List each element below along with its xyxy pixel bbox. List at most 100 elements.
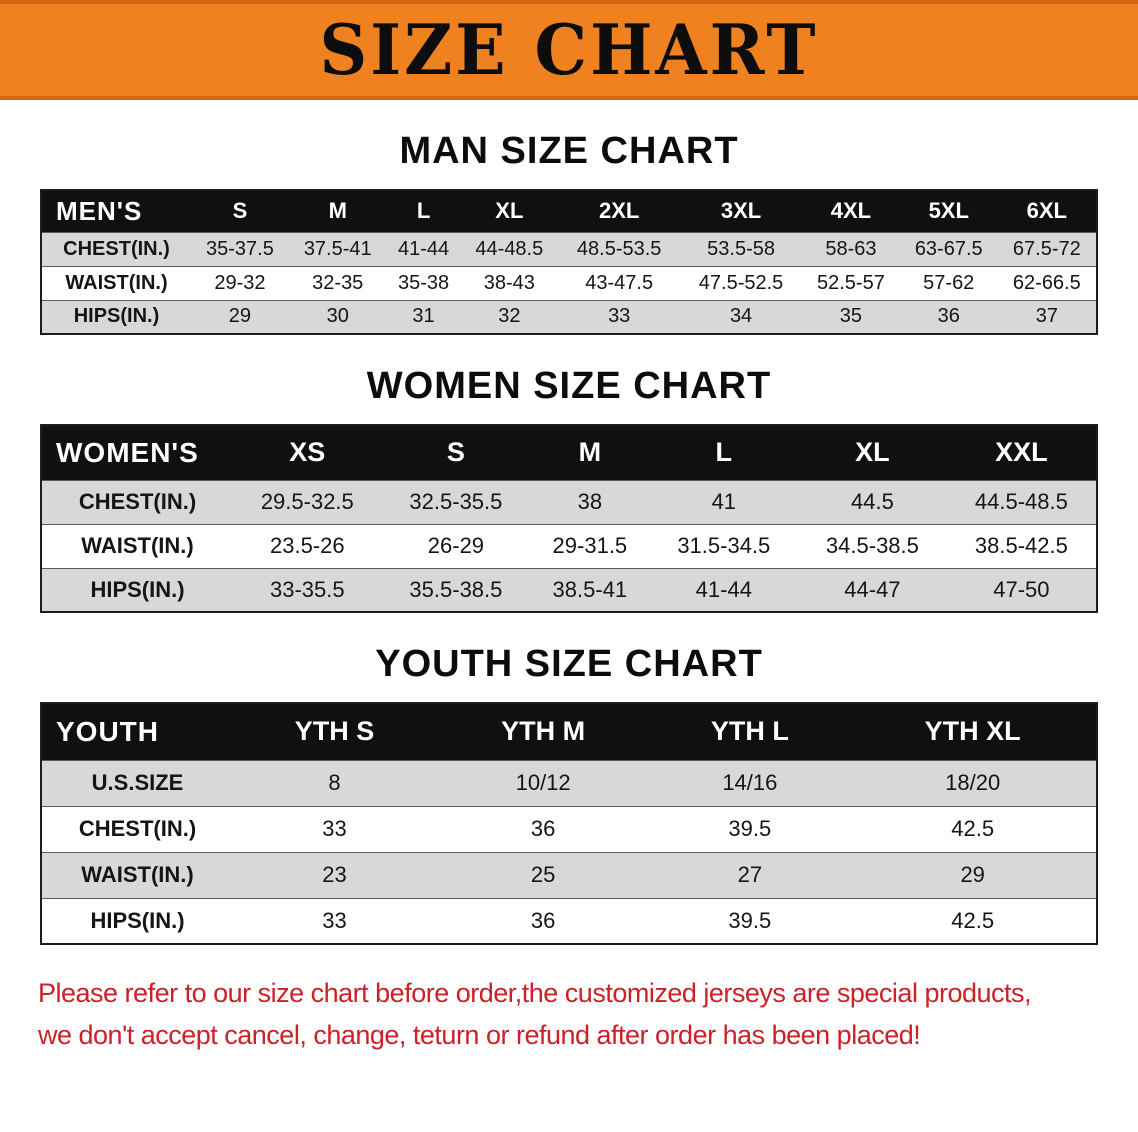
- size-value: 44-48.5: [475, 237, 544, 260]
- size-value: 32: [498, 305, 521, 328]
- size-value: 23: [322, 862, 347, 887]
- size-value: 53.5-58: [707, 237, 775, 260]
- size-value: 41: [711, 489, 737, 514]
- women-size-section: WOMEN SIZE CHART WOMEN'S XS S M L XL XXL CHEST(…: [0, 365, 1138, 613]
- size-value: 43-47.5: [585, 271, 654, 294]
- size-column-header: XXL: [946, 425, 1097, 480]
- size-value: 33: [322, 907, 347, 933]
- size-value: 33-35.5: [269, 576, 345, 602]
- size-value: 62-66.5: [1012, 271, 1081, 294]
- table-corner-label: MEN'S: [41, 190, 191, 232]
- size-value: 38: [577, 489, 603, 514]
- table-row: WAIST(IN.) 29-32 32-35 35-38 38-43 43-47.5 47.…: [41, 266, 1097, 300]
- size-value: 31.5-34.5: [677, 533, 771, 558]
- size-value: 47.5-52.5: [698, 271, 784, 294]
- row-label: HIPS(IN.): [90, 576, 185, 602]
- size-column-header: L: [386, 190, 461, 232]
- table-corner-label: YOUTH: [41, 703, 233, 760]
- size-value: 35.5-38.5: [409, 576, 503, 602]
- size-value: 31: [412, 305, 435, 328]
- row-label: HIPS(IN.): [73, 305, 160, 328]
- row-label: WAIST(IN.): [65, 271, 168, 294]
- size-column-header: S: [191, 190, 289, 232]
- table-row: WAIST(IN.) 23.5-26 26-29 29-31.5 31.5-34.5 34…: [41, 524, 1097, 568]
- size-value: 35-37.5: [205, 237, 274, 260]
- size-value: 58-63: [825, 237, 877, 260]
- size-value: 34: [729, 305, 753, 328]
- size-column-header: 3XL: [680, 190, 802, 232]
- table-row: HIPS(IN.) 33-35.5 35.5-38.5 38.5-41 41-44 44-…: [41, 568, 1097, 612]
- size-value: 29-31.5: [552, 533, 628, 558]
- size-value: 52.5-57: [816, 271, 885, 294]
- size-value: 26-29: [427, 533, 485, 558]
- table-row: CHEST(IN.) 33 36 39.5 42.5: [41, 806, 1097, 852]
- youth-size-section: YOUTH SIZE CHART YOUTH YTH S YTH M YTH L YTH…: [0, 643, 1138, 945]
- disclaimer-line-1: Please refer to our size chart before or…: [38, 978, 1032, 1008]
- women-section-heading: WOMEN SIZE CHART: [366, 365, 772, 407]
- table-row: HIPS(IN.) 29 30 31 32 33 34 35 36 37: [41, 300, 1097, 334]
- row-label: HIPS(IN.): [90, 907, 185, 933]
- size-value: 27: [737, 862, 763, 887]
- size-value: 18/20: [945, 770, 1001, 795]
- size-value: 47-50: [993, 576, 1050, 602]
- size-column-header: 2XL: [558, 190, 681, 232]
- size-value: 37.5-41: [303, 237, 372, 260]
- size-column-header: YTH S: [233, 703, 436, 760]
- size-value: 32-35: [312, 271, 364, 294]
- size-value: 36: [937, 305, 960, 328]
- size-value: 36: [530, 816, 556, 841]
- table-corner-label: WOMEN'S: [41, 425, 233, 480]
- size-column-header: XL: [798, 425, 947, 480]
- size-value: 41-44: [397, 237, 450, 260]
- size-value: 14/16: [722, 770, 778, 795]
- size-column-header: M: [530, 425, 650, 480]
- size-chart-page: MAN SIZE CHART MEN'S S M L XL 2XL 3XL 4XL 5XL 6XL…: [0, 130, 1138, 1057]
- size-value: 44-47: [844, 576, 901, 602]
- size-value: 32.5-35.5: [409, 489, 503, 514]
- size-value: 44.5-48.5: [974, 489, 1068, 514]
- size-column-header: L: [649, 425, 799, 480]
- table-header-row: MEN'S S M L XL 2XL 3XL 4XL 5XL 6XL: [41, 190, 1097, 232]
- size-column-header: YTH M: [435, 703, 651, 760]
- size-value: 42.5: [951, 907, 995, 933]
- size-value: 41-44: [695, 576, 752, 602]
- youth-section-heading: YOUTH SIZE CHART: [375, 643, 763, 685]
- size-column-header: 4XL: [802, 190, 900, 232]
- size-value: 8: [328, 770, 341, 795]
- size-value: 29: [960, 862, 985, 887]
- size-value: 38.5-42.5: [974, 533, 1068, 558]
- size-value: 29: [228, 305, 252, 328]
- table-header-row: WOMEN'S XS S M L XL XXL: [41, 425, 1097, 480]
- size-value: 25: [530, 862, 556, 887]
- row-label: CHEST(IN.): [63, 237, 170, 260]
- row-label: CHEST(IN.): [78, 816, 197, 841]
- size-value: 38.5-41: [552, 576, 628, 602]
- size-value: 10/12: [515, 770, 571, 795]
- size-column-header: M: [288, 190, 387, 232]
- size-value: 67.5-72: [1012, 237, 1081, 260]
- size-column-header: 5XL: [899, 190, 998, 232]
- table-row: CHEST(IN.) 35-37.5 37.5-41 41-44 44-48.5 48.5…: [41, 232, 1097, 266]
- disclaimer-line-2: we don't accept cancel, change, teturn o…: [38, 1019, 921, 1050]
- size-value: 37: [1035, 305, 1058, 328]
- man-section-heading: MAN SIZE CHART: [399, 130, 739, 172]
- size-value: 29.5-32.5: [260, 489, 354, 514]
- size-column-header: XL: [460, 190, 559, 232]
- size-value: 33: [608, 305, 631, 328]
- size-value: 42.5: [951, 816, 995, 841]
- size-column-header: 6XL: [997, 190, 1097, 232]
- size-column-header: XS: [233, 425, 382, 480]
- table-row: U.S.SIZE 8 10/12 14/16 18/20: [41, 760, 1097, 806]
- size-value: 30: [326, 305, 349, 328]
- size-chart-banner: SIZE CHART: [0, 0, 1138, 100]
- size-value: 39.5: [728, 907, 772, 933]
- size-value: 38-43: [483, 271, 535, 294]
- banner-title: SIZE CHART: [319, 9, 819, 91]
- size-value: 63-67.5: [914, 237, 983, 260]
- size-value: 48.5-53.5: [576, 237, 662, 260]
- size-value: 44.5: [851, 489, 894, 514]
- men-size-table: MEN'S S M L XL 2XL 3XL 4XL 5XL 6XL CHEST(IN.) 35-37…: [40, 189, 1098, 335]
- size-column-header: YTH L: [650, 703, 850, 760]
- size-value: 57-62: [923, 271, 975, 294]
- size-value: 35: [839, 305, 863, 328]
